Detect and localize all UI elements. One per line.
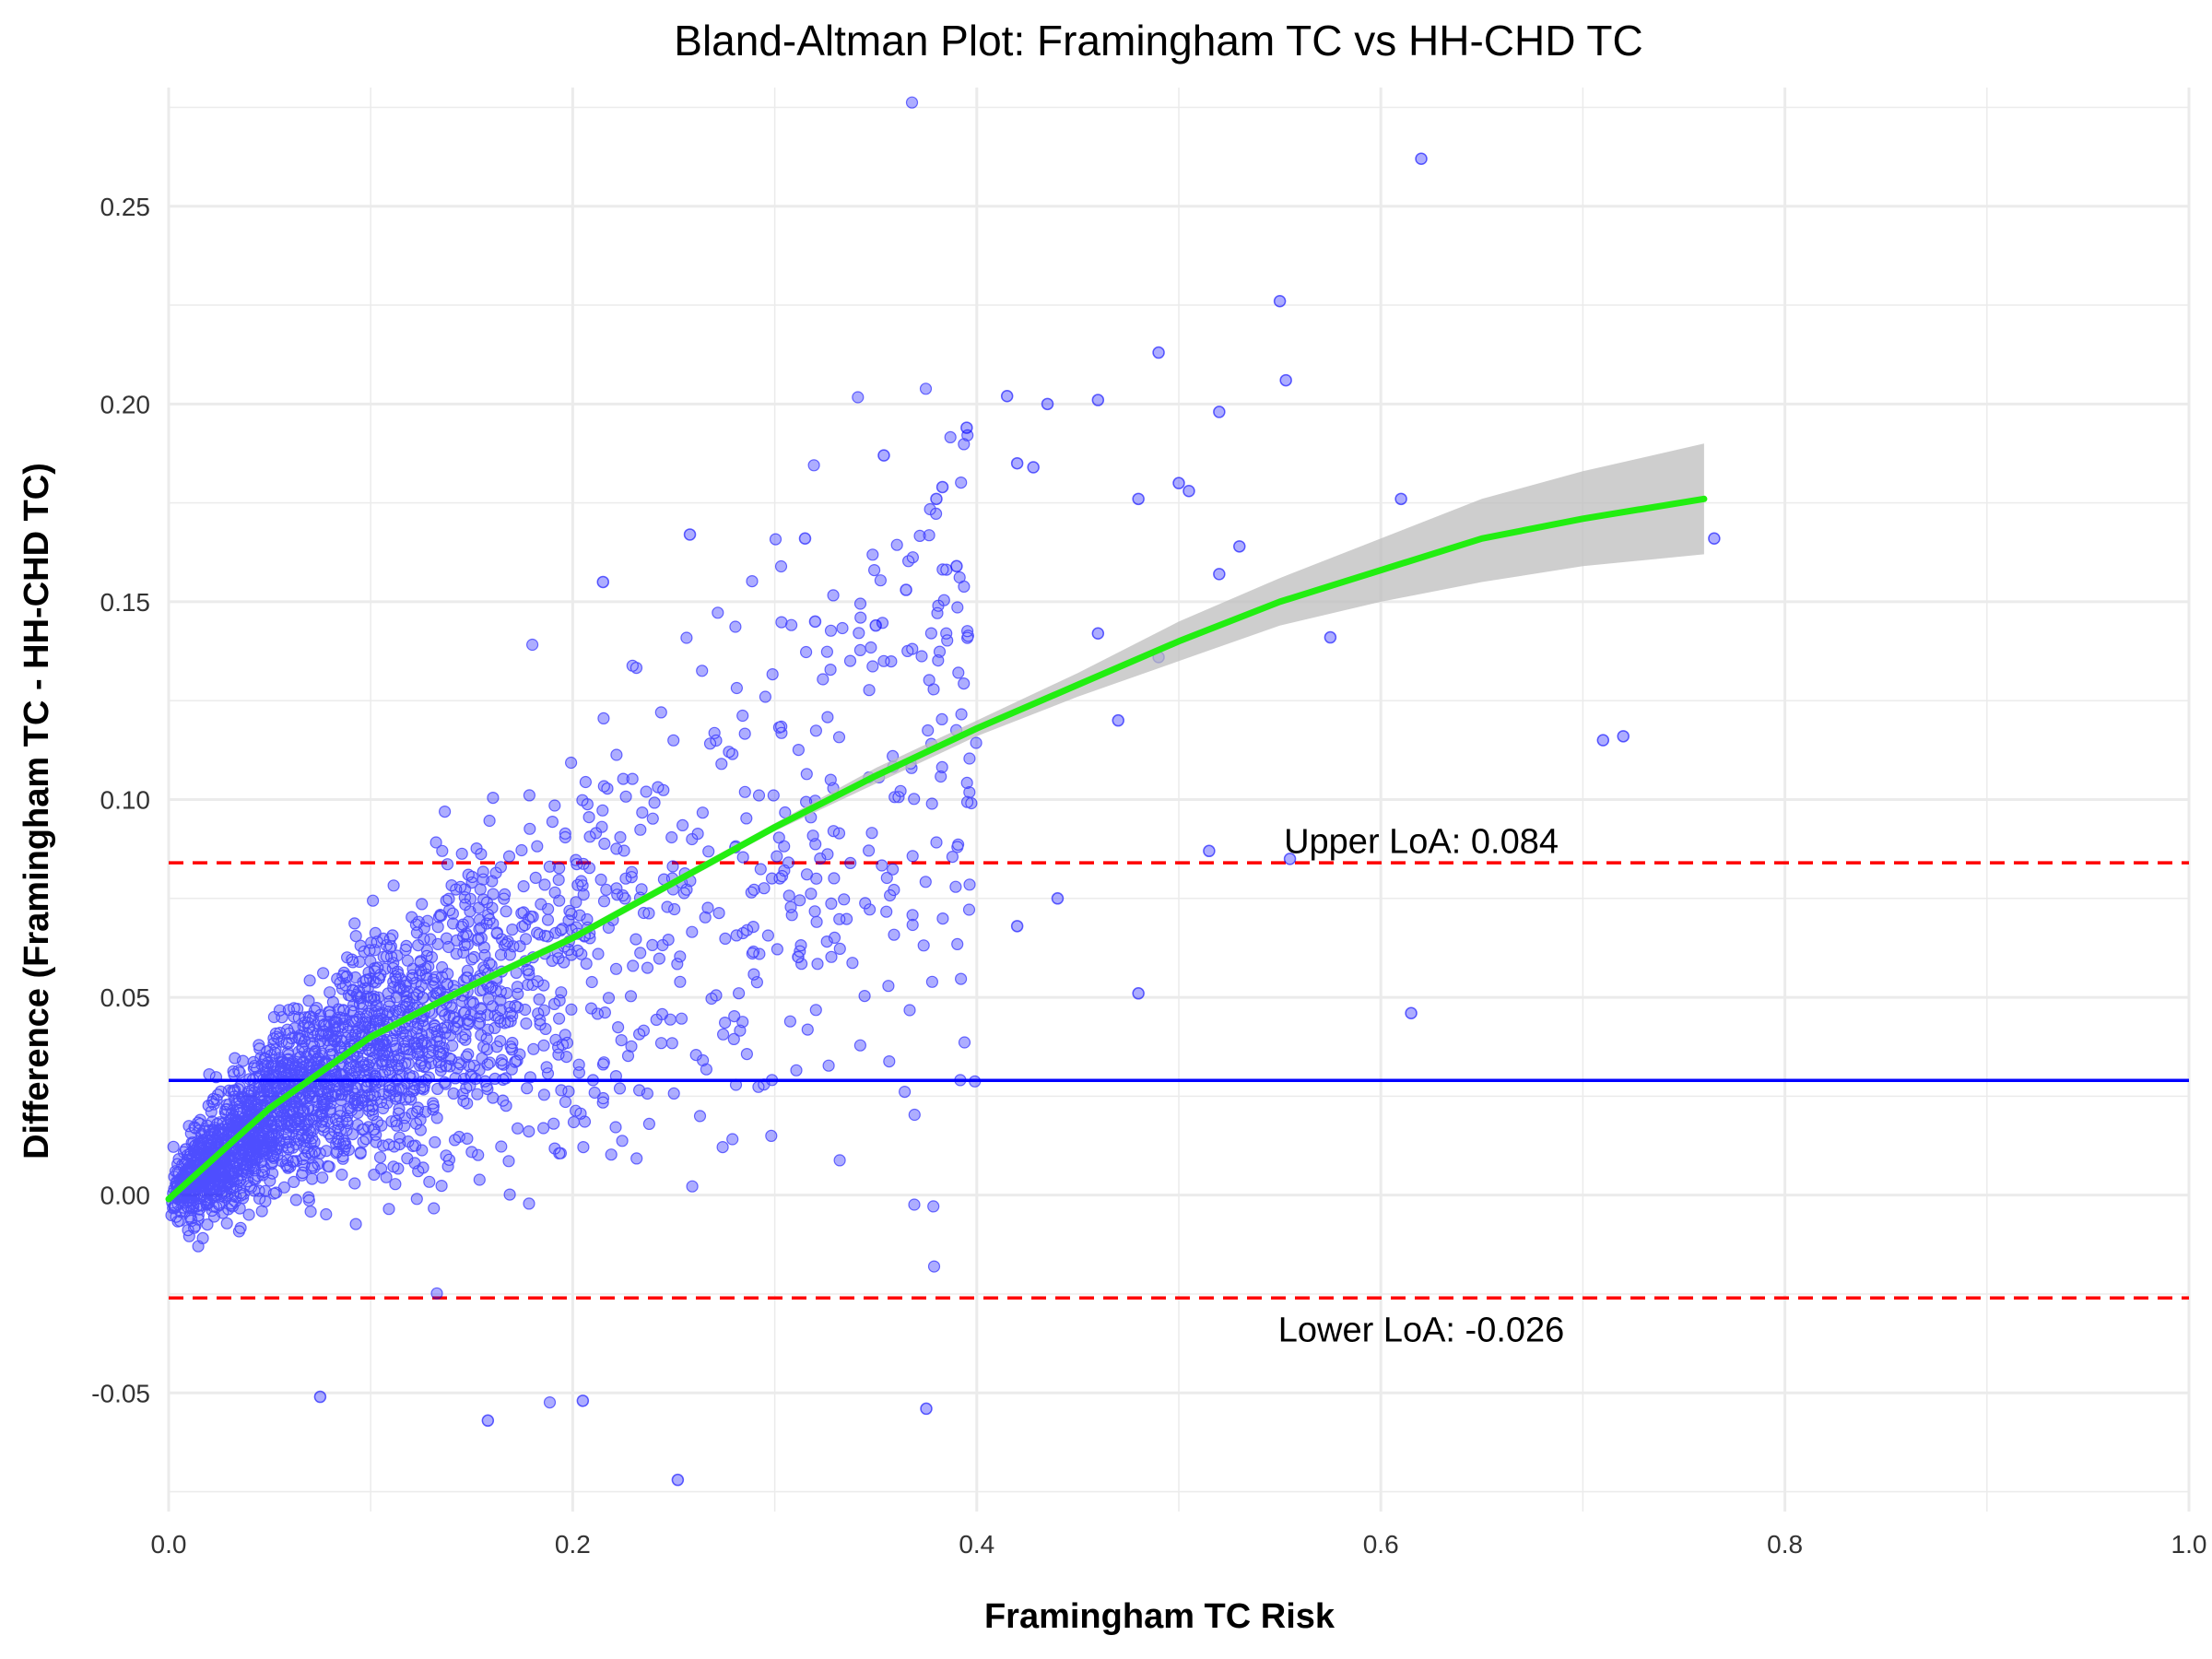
y-tick-label: -0.05 xyxy=(91,1379,150,1407)
scatter-point xyxy=(877,449,890,462)
scatter-point xyxy=(1000,390,1014,403)
scatter-point xyxy=(1152,346,1165,359)
scatter-point xyxy=(1273,295,1287,308)
annotation-layer: Upper LoA: 0.084 Lower LoA: -0.026 xyxy=(1278,823,1565,1350)
scatter-point xyxy=(1132,987,1145,1000)
loa-annotation: Lower LoA: -0.026 xyxy=(1278,1312,1565,1350)
grid-layer xyxy=(167,88,2191,1512)
axis-layer: 0.0 0.2 0.4 0.6 0.8 1.0 -0.05 0.00 0.05 0.10 0.15 0… xyxy=(91,193,2206,1559)
scatter-point xyxy=(960,421,973,434)
y-tick-label: 0.00 xyxy=(100,1182,151,1210)
scatter-point xyxy=(808,615,822,629)
points-layer xyxy=(165,96,1721,1487)
scatter-point xyxy=(950,559,963,573)
x-axis-title: Framingham TC Risk xyxy=(984,1597,1335,1636)
x-tick-label: 0.0 xyxy=(151,1530,187,1559)
scatter-point xyxy=(481,1414,495,1428)
confidence-band xyxy=(169,443,1704,1204)
scatter-point xyxy=(1617,730,1630,743)
scatter-point xyxy=(1091,627,1105,640)
x-tick-label: 0.4 xyxy=(959,1530,994,1559)
scatter-point xyxy=(576,1394,590,1407)
scatter-point xyxy=(1279,373,1292,387)
scatter-point xyxy=(1172,477,1185,489)
scatter-point xyxy=(1283,853,1297,865)
scatter-point xyxy=(1233,540,1246,553)
scatter-point xyxy=(935,480,949,494)
scatter-point xyxy=(671,1473,685,1487)
scatter-point xyxy=(1091,394,1105,406)
y-tick-label: 0.15 xyxy=(100,588,151,617)
x-tick-label: 0.6 xyxy=(1363,1530,1399,1559)
scatter-point xyxy=(900,583,912,596)
y-tick-label: 0.20 xyxy=(100,390,151,418)
y-tick-label: 0.05 xyxy=(100,983,151,1012)
scatter-point xyxy=(1203,844,1216,858)
y-axis-title: Difference (Framingham TC - HH-CHD TC) xyxy=(18,463,56,1159)
scatter-points-bulk xyxy=(165,96,982,1409)
scatter-point xyxy=(1182,485,1195,498)
scatter-point xyxy=(1027,461,1040,474)
loa-annotation: Upper LoA: 0.084 xyxy=(1284,823,1559,862)
scatter-point xyxy=(1708,532,1721,545)
x-tick-label: 0.8 xyxy=(1767,1530,1803,1559)
scatter-point xyxy=(1041,397,1054,411)
scatter-point xyxy=(1112,713,1124,727)
scatter-point xyxy=(1415,152,1428,165)
y-tick-label: 0.25 xyxy=(100,193,151,221)
scatter-point xyxy=(1596,734,1610,747)
x-tick-label: 1.0 xyxy=(2171,1530,2207,1559)
y-tick-label: 0.10 xyxy=(100,786,151,815)
chart-title: Bland-Altman Plot: Framingham TC vs HH-C… xyxy=(674,17,1642,65)
scatter-point xyxy=(1132,492,1145,506)
scatter-point xyxy=(596,575,610,589)
reference-lines xyxy=(169,861,2189,1300)
scatter-point xyxy=(869,618,882,632)
scatter-point xyxy=(1010,456,1024,470)
scatter-point xyxy=(1405,1006,1418,1019)
scatter-point xyxy=(1213,568,1226,581)
x-tick-label: 0.2 xyxy=(555,1530,591,1559)
scatter-point xyxy=(1213,406,1226,418)
scatter-point xyxy=(1051,892,1065,905)
scatter-point xyxy=(798,532,812,545)
scatter-point xyxy=(920,1402,933,1416)
scatter-point xyxy=(1324,630,1337,644)
smooth-line xyxy=(165,495,1708,1203)
scatter-point xyxy=(313,1390,327,1404)
scatter-point xyxy=(683,528,697,541)
scatter-point xyxy=(1394,492,1407,506)
scatter-point xyxy=(1010,920,1024,933)
smooth-layer xyxy=(165,443,1708,1204)
scatter-point xyxy=(930,492,943,506)
